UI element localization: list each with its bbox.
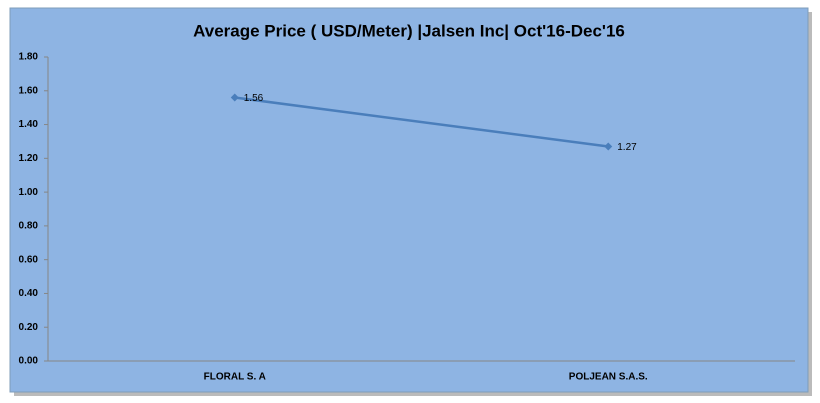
y-tick-label: 1.80 [19,52,39,63]
data-label: 1.27 [617,142,637,153]
y-tick-label: 0.40 [19,288,39,299]
y-tick-label: 0.80 [19,221,39,232]
y-tick-label: 1.00 [19,187,39,198]
data-label: 1.56 [244,93,264,104]
x-tick-label: FLORAL S. A [204,372,266,383]
y-tick-label: 1.60 [19,85,39,96]
point-marker [230,93,239,102]
chart-title: Average Price ( USD/Meter) |Jalsen Inc| … [193,21,625,40]
y-tick-label: 1.40 [19,119,39,130]
x-tick-label: POLJEAN S.A.S. [569,372,648,383]
chart-area [9,7,809,393]
y-tick-label: 1.20 [19,153,39,164]
y-tick-label: 0.20 [19,322,39,333]
line-series [234,96,609,148]
y-tick-label: 0.00 [19,356,39,367]
point-marker [604,142,613,151]
y-tick-label: 0.60 [19,254,39,265]
